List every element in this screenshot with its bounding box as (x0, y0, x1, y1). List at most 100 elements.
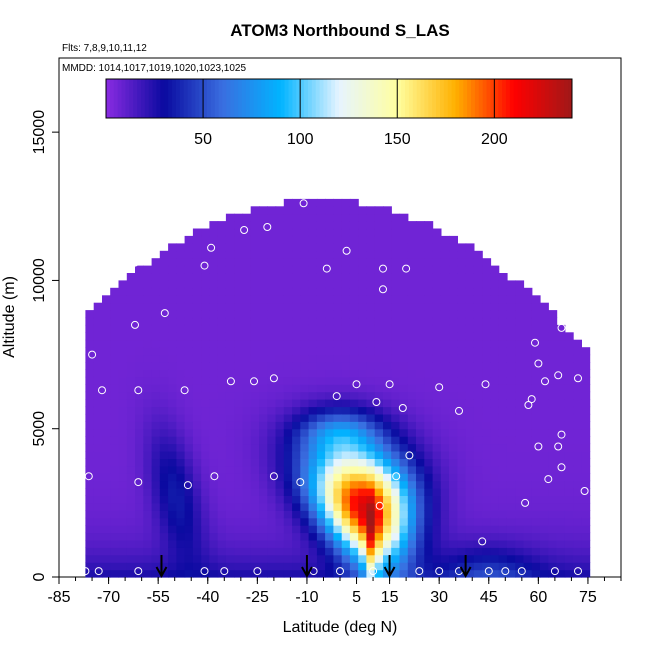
heat-cell (292, 317, 301, 326)
heat-cell (308, 480, 318, 489)
heat-cell (573, 517, 582, 526)
heat-cell (399, 399, 409, 408)
heat-cell (184, 443, 194, 452)
colorbar-swatch (335, 79, 340, 118)
heat-cell (292, 495, 301, 504)
heat-cell (391, 532, 401, 541)
heat-cell (300, 421, 310, 430)
heat-cell (374, 302, 384, 311)
heat-cell (143, 502, 153, 511)
heat-cell (316, 480, 326, 489)
heat-cell (424, 250, 434, 259)
heat-cell (168, 332, 177, 341)
heat-cell (506, 562, 516, 571)
heat-cell (201, 243, 211, 252)
colorbar-swatch (412, 79, 418, 118)
colorbar-swatch (381, 79, 387, 118)
heat-cell (374, 273, 384, 281)
heat-cell (118, 362, 128, 370)
heat-cell (217, 265, 227, 274)
heat-cell (135, 295, 144, 304)
heat-cell (473, 258, 483, 267)
heat-cell (523, 436, 533, 445)
heat-cell (300, 235, 310, 244)
colorbar-swatch (109, 79, 115, 118)
heat-cell (515, 562, 525, 571)
heat-cell (523, 310, 533, 319)
heat-cell (126, 421, 136, 430)
heat-cell (416, 354, 425, 363)
heat-cell (308, 258, 318, 267)
heat-cell (308, 413, 318, 422)
heat-cell (349, 302, 359, 311)
heat-cell (267, 458, 277, 467)
heat-cell (143, 517, 153, 526)
heat-cell (209, 517, 219, 526)
heat-cell (151, 495, 161, 504)
heat-cell (201, 554, 211, 563)
heat-cell (126, 510, 136, 519)
heat-cell (506, 406, 516, 415)
sample-point (534, 442, 543, 451)
heat-cell (457, 562, 467, 571)
heat-cell (440, 324, 450, 333)
heat-cell (242, 369, 252, 378)
heat-cell (267, 554, 277, 563)
heat-cell (457, 406, 467, 415)
heat-cell (523, 473, 533, 482)
sample-point (375, 501, 384, 510)
heat-cell (498, 332, 508, 341)
heat-cell (325, 347, 334, 356)
heat-cell (283, 421, 293, 430)
heat-cell (217, 384, 227, 393)
heat-cell (283, 228, 293, 237)
heat-cell (283, 235, 293, 244)
colorbar-swatch (405, 79, 410, 118)
heat-cell (250, 265, 260, 274)
heat-cell (325, 198, 334, 207)
heat-cell (333, 488, 343, 496)
heat-cell (407, 510, 417, 519)
heat-cell (292, 399, 301, 408)
heat-cell (424, 243, 434, 252)
heat-cell (283, 451, 293, 459)
heat-cell (432, 532, 442, 541)
heat-cell (506, 280, 516, 289)
heat-cell (383, 480, 392, 489)
heat-cell (482, 436, 492, 445)
heat-cell (333, 517, 343, 526)
heat-cell (316, 539, 326, 548)
heat-cell (250, 221, 260, 230)
colorbar-swatch (533, 79, 538, 118)
heat-cell (531, 332, 541, 341)
heat-cell (449, 384, 458, 393)
heat-cell (234, 324, 244, 333)
heat-cell (250, 502, 260, 511)
heat-cell (407, 517, 417, 526)
heat-cell (366, 465, 376, 474)
heat-cell (548, 562, 558, 571)
heat-cell (391, 473, 401, 482)
heat-cell (217, 406, 227, 415)
heat-cell (135, 421, 144, 430)
heat-cell (515, 339, 525, 348)
heat-cell (531, 421, 541, 430)
heat-cell (126, 384, 136, 393)
heat-cell (118, 384, 128, 393)
heat-cell (275, 510, 285, 519)
heat-cell (341, 273, 351, 281)
heat-cell (316, 295, 326, 304)
heat-cell (432, 525, 442, 534)
heat-cell (217, 458, 227, 467)
heat-cell (316, 443, 326, 452)
heat-cell (407, 273, 417, 281)
heat-cell (366, 213, 376, 222)
heat-cell (333, 399, 343, 408)
heat-cell (490, 287, 500, 296)
heat-cell (457, 502, 467, 511)
heat-cell (308, 428, 318, 437)
heat-cell (225, 539, 235, 548)
heat-cell (564, 510, 574, 519)
heat-cell (292, 235, 301, 244)
heat-cell (581, 569, 591, 578)
